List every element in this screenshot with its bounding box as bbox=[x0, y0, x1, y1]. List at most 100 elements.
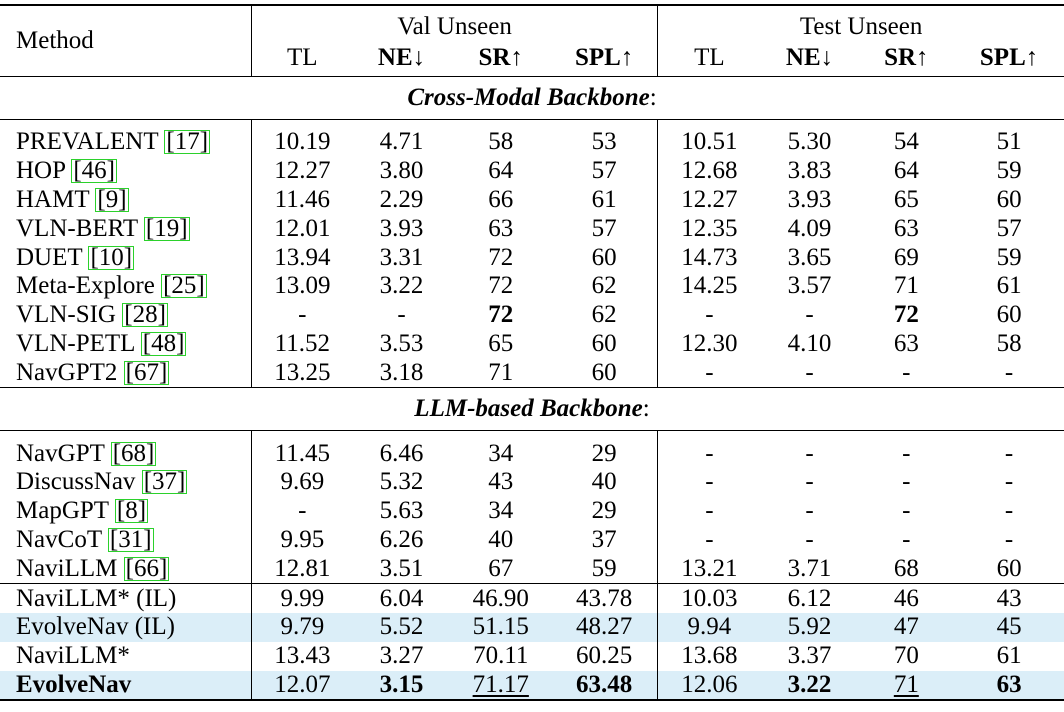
method-name-cell: NavCoT [31] bbox=[0, 526, 252, 555]
cell-value: 65 bbox=[488, 329, 514, 357]
value-cell: - bbox=[761, 301, 859, 330]
citation-link[interactable]: [37] bbox=[141, 468, 188, 496]
results-table: Method Val Unseen Test Unseen TL NE↓ SR↑ SP… bbox=[0, 4, 1064, 702]
cell-value: 59 bbox=[996, 157, 1022, 185]
table-row: NaviLLM* (IL) 9.99 6.04 46.90 43.78 10.03 6.12… bbox=[0, 583, 1064, 613]
cell-value: 34 bbox=[488, 497, 514, 525]
method-name-cell: NaviLLM* bbox=[0, 642, 252, 671]
value-cell: 4.71 bbox=[353, 128, 451, 157]
value-cell: 69 bbox=[858, 243, 954, 272]
value-cell: 9.95 bbox=[251, 525, 353, 555]
citation-link[interactable]: [25] bbox=[161, 272, 207, 300]
method-name: EvolveNav (IL) bbox=[16, 613, 175, 641]
value-cell: 3.15 bbox=[352, 670, 451, 702]
citation-link[interactable]: [10] bbox=[88, 243, 135, 271]
value-cell: 46.90 bbox=[450, 583, 552, 613]
cell-value: 3.31 bbox=[379, 243, 424, 271]
value-cell: 11.46 bbox=[251, 185, 353, 215]
citation-number: 17 bbox=[174, 128, 200, 156]
cell-value: - bbox=[902, 358, 911, 386]
value-cell: 11.52 bbox=[251, 329, 353, 359]
table-row: DUET [10] 13.94 3.31 72 60 14.73 3.65 69 59 bbox=[0, 243, 1064, 272]
cell-value: 3.93 bbox=[379, 214, 424, 242]
metric-header: NE↓ bbox=[353, 40, 451, 77]
cell-value: 4.09 bbox=[787, 214, 832, 242]
metric-arrow: ↓ bbox=[820, 44, 834, 71]
spacer-cell bbox=[760, 430, 859, 440]
cell-value: 70.11 bbox=[473, 642, 529, 670]
cell-value: 40 bbox=[488, 525, 514, 553]
value-cell: 47 bbox=[858, 612, 955, 642]
value-cell: 59 bbox=[954, 243, 1064, 272]
test-unseen-header: Test Unseen bbox=[657, 5, 1064, 40]
cell-value: 9.95 bbox=[280, 525, 325, 553]
value-cell: 3.31 bbox=[353, 243, 451, 272]
cell-value: 3.22 bbox=[787, 670, 832, 698]
cell-value: 12.81 bbox=[274, 554, 331, 582]
value-cell: 5.32 bbox=[353, 468, 451, 497]
cell-value: - bbox=[705, 468, 714, 496]
cell-value: 12.68 bbox=[681, 157, 738, 185]
value-cell: 34 bbox=[450, 497, 551, 526]
citation-link[interactable]: [46] bbox=[71, 157, 117, 185]
value-cell: 3.37 bbox=[761, 642, 859, 671]
value-cell: 3.57 bbox=[761, 272, 859, 301]
cell-value: - bbox=[298, 301, 307, 329]
cell-value: 63 bbox=[893, 329, 919, 357]
citation-number: 31 bbox=[118, 525, 144, 553]
value-cell: - bbox=[251, 300, 353, 330]
value-cell: 51.15 bbox=[450, 612, 552, 642]
value-cell: 61 bbox=[954, 272, 1064, 301]
citation-link[interactable]: [31] bbox=[107, 525, 154, 553]
value-cell: 12.07 bbox=[251, 670, 353, 702]
method-name: NavGPT2 bbox=[16, 358, 118, 386]
cell-value: 62 bbox=[591, 301, 617, 329]
cell-value: 4.10 bbox=[787, 329, 832, 357]
value-cell: 10.51 bbox=[657, 128, 761, 157]
cell-value: 43.78 bbox=[576, 584, 633, 612]
value-cell: - bbox=[858, 526, 954, 555]
value-cell: 60 bbox=[954, 301, 1064, 330]
cell-value: 61 bbox=[996, 642, 1022, 670]
value-cell: 5.52 bbox=[352, 612, 451, 642]
table-row: HAMT [9] 11.46 2.29 66 61 12.27 3.93 65 60 bbox=[0, 185, 1064, 215]
value-cell: - bbox=[657, 467, 761, 497]
value-cell: 13.43 bbox=[251, 641, 353, 671]
cell-value: 12.01 bbox=[274, 214, 331, 242]
value-cell: 53 bbox=[551, 128, 658, 157]
citation-link[interactable]: [28] bbox=[122, 301, 168, 329]
cell-value: 12.27 bbox=[274, 157, 331, 185]
citation-link[interactable]: [19] bbox=[143, 214, 190, 242]
citation-link[interactable]: [67] bbox=[123, 358, 170, 386]
method-name: VLN-SIG bbox=[16, 301, 116, 329]
citation-link[interactable]: [48] bbox=[140, 329, 187, 357]
section-title: LLM-based Backbone bbox=[414, 395, 643, 423]
value-cell: 70.11 bbox=[450, 642, 551, 671]
citation-number: 19 bbox=[154, 214, 180, 242]
citation-link[interactable]: [17] bbox=[164, 128, 211, 156]
value-cell: 48.27 bbox=[551, 612, 658, 642]
cell-value: 66 bbox=[488, 185, 514, 213]
value-cell: 13.09 bbox=[251, 271, 353, 301]
method-name-cell: DiscussNav [37] bbox=[0, 468, 252, 497]
cell-value: 71 bbox=[893, 272, 919, 300]
citation-link[interactable]: [68] bbox=[110, 439, 157, 467]
value-cell: 10.19 bbox=[251, 128, 353, 157]
cell-value: 4.71 bbox=[379, 128, 424, 156]
value-cell: 29 bbox=[551, 439, 658, 468]
value-cell: 60 bbox=[954, 554, 1064, 583]
cell-value: 46.90 bbox=[472, 584, 529, 612]
value-cell: 46 bbox=[858, 583, 955, 613]
value-cell: 29 bbox=[551, 497, 658, 526]
value-cell: 71 bbox=[858, 272, 954, 301]
citation-link[interactable]: [66] bbox=[123, 554, 170, 582]
spacer-cell bbox=[251, 119, 353, 128]
value-cell: - bbox=[657, 300, 761, 330]
citation-link[interactable]: [9] bbox=[95, 185, 129, 213]
value-cell: 12.27 bbox=[251, 156, 353, 186]
citation-link[interactable]: [8] bbox=[114, 497, 149, 525]
citation-number: 10 bbox=[98, 243, 124, 271]
method-name: Meta-Explore bbox=[16, 272, 155, 300]
cell-value: 34 bbox=[488, 439, 514, 467]
cell-value: 60 bbox=[996, 301, 1022, 329]
